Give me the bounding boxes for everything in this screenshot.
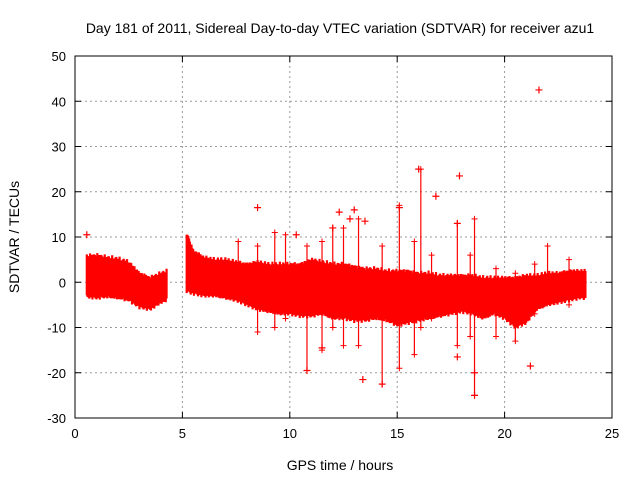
y-tick-label: 0: [59, 275, 66, 290]
y-tick-label: -30: [47, 411, 66, 426]
data-point: [282, 315, 289, 322]
data-point: [282, 231, 289, 238]
chart-title: Day 181 of 2011, Sidereal Day-to-day VTE…: [86, 20, 595, 36]
y-tick-label: 40: [52, 94, 66, 109]
y-tick-label: 20: [52, 185, 66, 200]
grid: [75, 56, 612, 418]
data-point: [471, 391, 479, 399]
data-point: [544, 243, 551, 250]
data-point: [318, 344, 326, 352]
data-point: [417, 324, 424, 331]
data-point: [432, 192, 440, 200]
data-point: [428, 252, 435, 259]
axis-ticks: 0 5 10 15 20 25 -30 -20 -10 0 10 20 30 40 50: [47, 49, 619, 441]
x-tick-label: 5: [179, 426, 186, 441]
data-point: [350, 206, 358, 214]
data-point: [566, 256, 573, 263]
data-point: [471, 215, 478, 222]
data-point: [453, 353, 461, 361]
data-point: [303, 366, 311, 374]
data-point: [467, 333, 474, 340]
data-point: [292, 231, 300, 239]
data-point: [566, 301, 573, 308]
x-tick-label: 0: [71, 426, 78, 441]
data-point: [411, 351, 418, 358]
data-point: [346, 215, 354, 223]
y-tick-label: 10: [52, 230, 66, 245]
data-point: [453, 219, 461, 227]
data-point: [329, 224, 337, 232]
data-point: [455, 172, 463, 180]
data-point: [355, 342, 362, 349]
data-point: [512, 338, 519, 345]
data-point: [428, 315, 435, 322]
data-point: [303, 243, 310, 250]
y-axis-title: SDTVAR / TECUs: [6, 181, 22, 293]
data-point: [254, 243, 261, 250]
data-point: [319, 238, 326, 245]
data-point: [83, 231, 91, 239]
y-tick-label: 50: [52, 49, 66, 64]
data-point: [493, 333, 500, 340]
data-point: [361, 217, 369, 225]
data-point: [526, 362, 534, 370]
data-point: [271, 324, 278, 331]
data-point: [235, 292, 242, 299]
data-point: [471, 369, 479, 377]
data-point: [271, 229, 278, 236]
x-tick-label: 25: [605, 426, 619, 441]
y-tick-label: -10: [47, 321, 66, 336]
data-point: [355, 215, 362, 222]
data-point: [396, 365, 403, 372]
data-point: [411, 238, 418, 245]
data-point: [512, 270, 519, 277]
data-point: [531, 310, 538, 317]
x-tick-label: 10: [283, 426, 297, 441]
data-point: [235, 238, 242, 245]
data-series: [83, 86, 587, 399]
data-point: [395, 204, 403, 212]
data-point: [335, 208, 343, 216]
data-point: [415, 165, 423, 173]
data-point: [544, 297, 551, 304]
data-point: [254, 204, 262, 212]
data-band: [85, 234, 587, 329]
data-point: [467, 252, 474, 259]
x-tick-label: 20: [497, 426, 511, 441]
data-point: [359, 376, 367, 384]
data-point: [379, 243, 386, 250]
x-axis-title: GPS time / hours: [287, 457, 394, 473]
y-tick-label: 30: [52, 140, 66, 155]
data-point: [531, 261, 538, 268]
data-point: [535, 86, 543, 94]
x-tick-label: 15: [390, 426, 404, 441]
data-point: [340, 342, 347, 349]
data-point: [493, 265, 500, 272]
data-point: [329, 324, 336, 331]
data-point: [254, 329, 261, 336]
data-point: [378, 380, 386, 388]
y-tick-label: -20: [47, 366, 66, 381]
data-point: [454, 342, 461, 349]
data-point: [340, 224, 347, 231]
